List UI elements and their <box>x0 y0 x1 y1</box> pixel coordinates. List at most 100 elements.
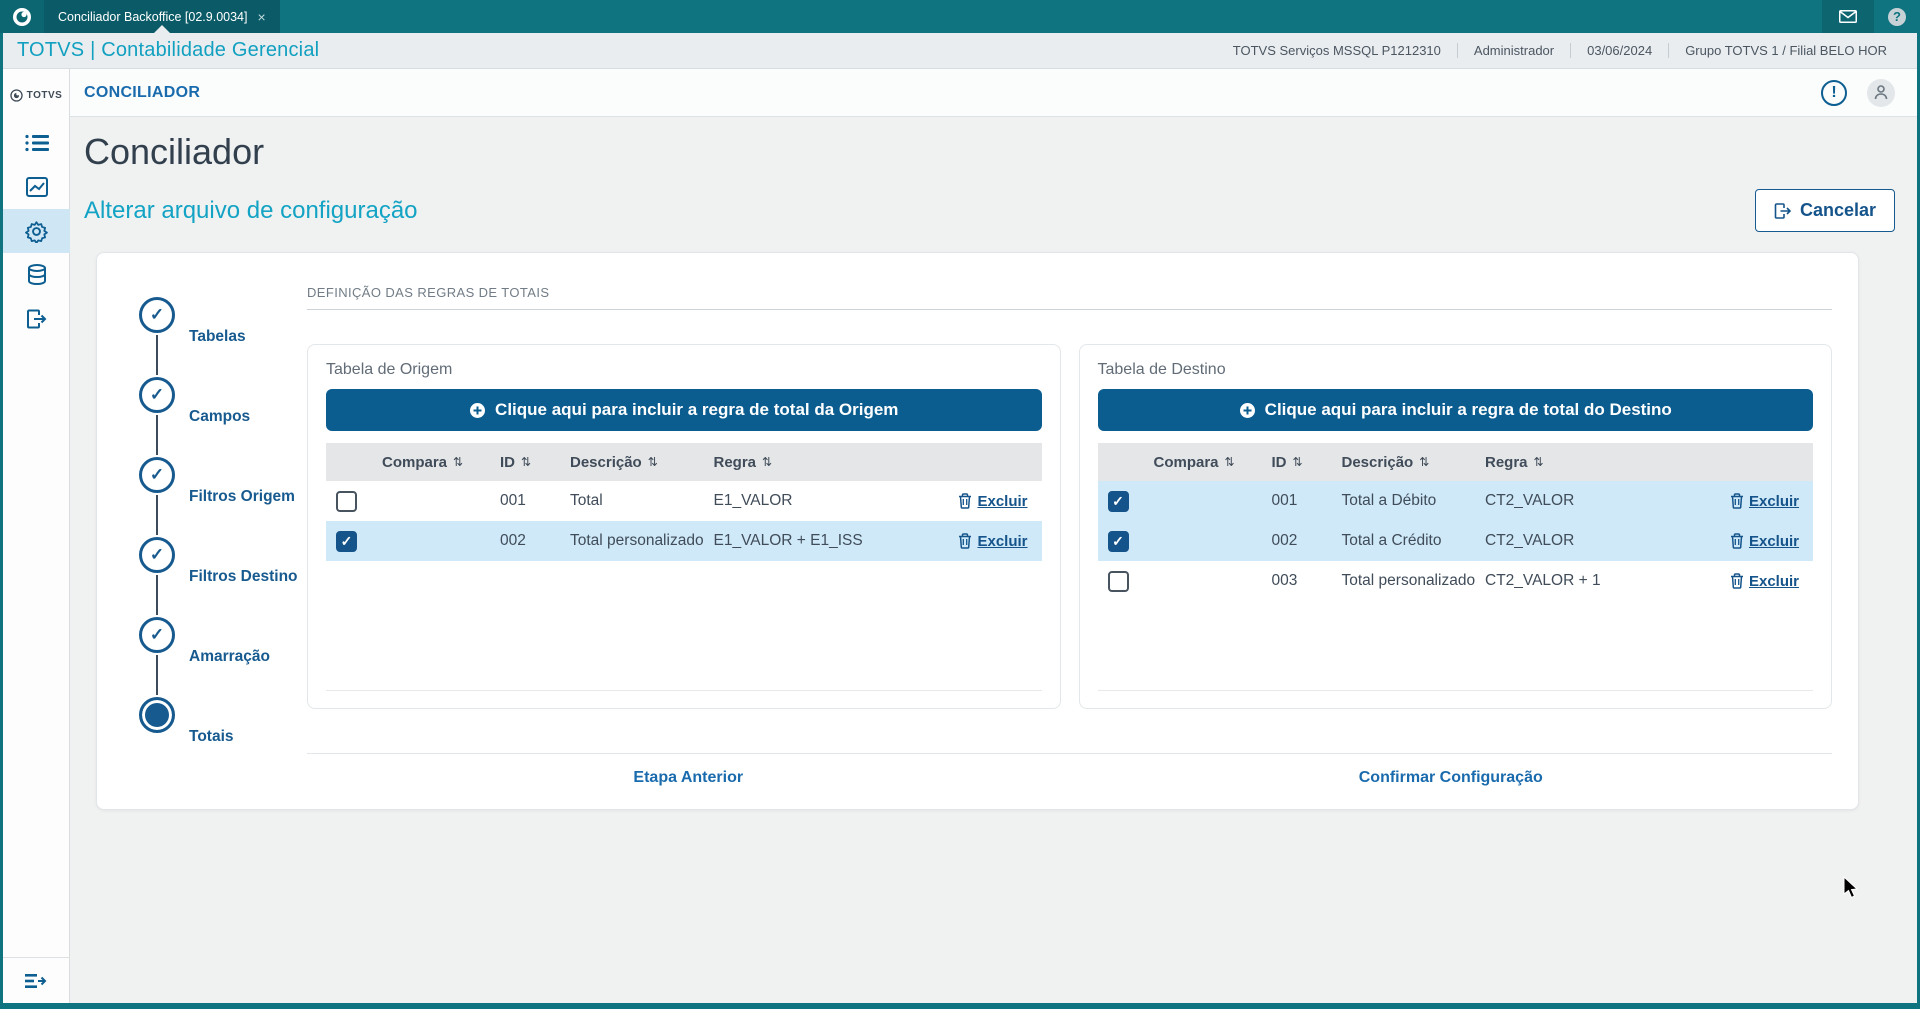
compare-checkbox[interactable]: ✓ <box>1107 530 1129 552</box>
database-icon <box>27 264 46 286</box>
wizard-step[interactable]: ✓ Filtros Origem <box>129 457 295 537</box>
user-avatar[interactable] <box>1867 78 1895 107</box>
table-row: ✓ 002 Total a Crédito CT2_VALOR Excluir <box>1097 521 1813 561</box>
confirm-configuration-link[interactable]: Confirmar Configuração <box>1358 769 1543 786</box>
help-button[interactable]: ? <box>1874 0 1920 33</box>
wizard-step[interactable]: ✓ Campos <box>129 377 293 457</box>
column-header-id[interactable]: ID ⇅ <box>1271 453 1303 471</box>
regra-cell: E1_VALOR + E1_ISS <box>713 532 863 549</box>
table-row: ✓ 002 Total personalizado E1_VALOR + E1_… <box>326 521 1042 561</box>
sidebar-item-database[interactable] <box>3 253 70 297</box>
destination-table-body: ✓ 001 Total a Débito CT2_VALOR Excluir ✓… <box>1097 481 1813 601</box>
column-header-descricao[interactable]: Descrição ⇅ <box>570 453 658 471</box>
previous-step-link[interactable]: Etapa Anterior <box>633 769 744 786</box>
wizard-step[interactable]: ✓ Filtros Destino <box>129 537 298 617</box>
compare-checkbox[interactable]: ✓ <box>336 530 357 552</box>
wizard-step[interactable]: Totais <box>129 697 293 777</box>
origin-panel: Tabela de Origem Clique aqui para inclui… <box>307 344 1061 709</box>
column-header-id[interactable]: ID ⇅ <box>500 453 532 471</box>
regra-cell: CT2_VALOR <box>1485 532 1575 549</box>
mail-button[interactable] <box>1822 0 1874 33</box>
expand-menu-icon <box>25 973 47 988</box>
wizard-step-label: Totais <box>189 727 234 745</box>
notification-button[interactable]: ! <box>1821 79 1847 106</box>
delete-row-label: Excluir <box>977 532 1028 550</box>
sort-icon: ⇅ <box>453 455 464 469</box>
wizard-footer: Etapa Anterior Confirmar Configuração <box>307 753 1832 791</box>
descricao-cell: Total personalizado <box>570 532 704 549</box>
destination-table: Compara ⇅ ID ⇅ Descrição ⇅ Regra ⇅ ✓ 001 Tot… <box>1097 443 1813 691</box>
descricao-cell: Total a Débito <box>1341 492 1437 509</box>
wizard-step-circle: ✓ <box>139 537 175 573</box>
table-row: 003 Total personalizado CT2_VALOR + 1 Ex… <box>1097 561 1813 601</box>
sort-icon: ⇅ <box>1292 455 1303 469</box>
wizard-step[interactable]: ✓ Tabelas <box>129 297 293 377</box>
column-header-descricao[interactable]: Descrição ⇅ <box>1341 453 1430 471</box>
compare-checkbox[interactable]: ✓ <box>1107 490 1129 512</box>
trash-icon <box>959 493 972 509</box>
chart-icon <box>25 177 48 197</box>
section-title: DEFINIÇÃO DAS REGRAS DE TOTAIS <box>307 285 550 300</box>
destination-panel: Tabela de Destino Clique aqui para inclu… <box>1078 344 1832 709</box>
check-icon: ✓ <box>149 465 165 484</box>
environment-name: TOTVS Serviços MSSQL P1212310 <box>1232 43 1441 58</box>
add-destination-rule-button[interactable]: Clique aqui para incluir a regra de tota… <box>1097 389 1813 431</box>
wizard-step-circle: ✓ <box>139 377 175 413</box>
environment-info: TOTVS Serviços MSSQL P1212310 Administra… <box>1217 43 1903 58</box>
logout-icon <box>27 309 47 329</box>
wizard-step-label: Tabelas <box>189 327 246 345</box>
origin-panel-title: Tabela de Origem <box>326 361 453 378</box>
wizard-step[interactable]: ✓ Amarração <box>129 617 293 697</box>
wizard-step-label: Filtros Origem <box>189 487 295 505</box>
compare-checkbox[interactable] <box>1107 570 1129 592</box>
section-divider <box>307 309 1832 310</box>
sidebar-item-settings[interactable] <box>3 209 70 253</box>
sort-icon: ⇅ <box>1533 455 1544 469</box>
regra-cell: CT2_VALOR <box>1485 492 1575 509</box>
cancel-button-label: Cancelar <box>1799 200 1876 220</box>
sidebar-item-chart[interactable] <box>3 165 70 209</box>
sidebar-item-list[interactable] <box>3 121 70 165</box>
id-cell: 002 <box>1271 532 1298 549</box>
sidebar-expand-button[interactable] <box>3 957 69 1003</box>
breadcrumb[interactable]: CONCILIADOR <box>84 83 201 101</box>
delete-row-button[interactable]: Excluir <box>1695 573 1813 590</box>
delete-row-button[interactable]: Excluir <box>1695 533 1813 550</box>
check-icon: ✓ <box>149 305 165 324</box>
check-icon: ✓ <box>149 385 165 404</box>
trash-icon <box>1730 573 1743 589</box>
cancel-button[interactable]: Cancelar <box>1754 189 1895 232</box>
alert-icon: ! <box>1831 83 1837 101</box>
trash-icon <box>959 533 972 549</box>
help-icon: ? <box>1888 7 1906 26</box>
brand-title: TOTVS | Contabilidade Gerencial <box>17 39 320 61</box>
wizard-card: ✓ Tabelas ✓ Campos ✓ Filtros Origem ✓ Fi… <box>96 252 1859 810</box>
check-icon: ✓ <box>149 625 165 644</box>
column-header-compara[interactable]: Compara ⇅ <box>1153 453 1235 471</box>
delete-row-label: Excluir <box>977 492 1028 510</box>
descricao-cell: Total <box>570 492 603 509</box>
compare-checkbox[interactable] <box>336 490 357 512</box>
delete-row-button[interactable]: Excluir <box>1695 493 1813 510</box>
delete-row-button[interactable]: Excluir <box>924 533 1042 550</box>
column-header-compara[interactable]: Compara ⇅ <box>382 453 464 471</box>
delete-row-label: Excluir <box>1748 532 1799 550</box>
check-icon: ✓ <box>149 545 165 564</box>
add-origin-rule-button[interactable]: Clique aqui para incluir a regra de tota… <box>326 389 1042 431</box>
tab-close-icon[interactable]: × <box>257 8 266 25</box>
regra-cell: CT2_VALOR + 1 <box>1485 572 1601 589</box>
sidebar-item-logout[interactable] <box>3 297 70 341</box>
app-tab[interactable]: Conciliador Backoffice [02.9.0034] × <box>44 0 280 33</box>
wizard-step-label: Amarração <box>189 647 270 665</box>
delete-row-button[interactable]: Excluir <box>924 493 1042 510</box>
table-row: ✓ 001 Total a Débito CT2_VALOR Excluir <box>1097 481 1813 521</box>
wizard-step-label: Filtros Destino <box>189 567 298 585</box>
page-subtitle: Alterar arquivo de configuração <box>84 196 418 224</box>
column-header-regra[interactable]: Regra ⇅ <box>1485 453 1544 471</box>
exit-icon <box>1774 202 1791 219</box>
wizard-step-circle: ✓ <box>139 457 175 493</box>
column-header-regra[interactable]: Regra ⇅ <box>713 453 773 471</box>
totvs-logo-icon <box>9 88 23 102</box>
list-icon <box>24 134 49 152</box>
sidebar-logo-text: TOTVS <box>26 89 63 101</box>
